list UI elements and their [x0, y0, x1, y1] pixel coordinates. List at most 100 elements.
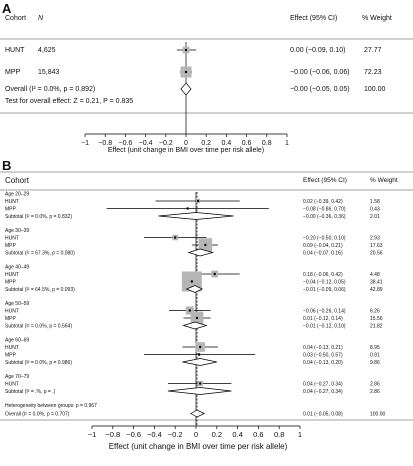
point-estimate — [198, 382, 202, 385]
x-tick-label: −0.8 — [98, 140, 112, 147]
sample-size: 15,843 — [38, 69, 60, 76]
effect-ci-text: −0.20 (−0.50, 0.10) — [303, 236, 346, 242]
point-estimate — [190, 280, 194, 283]
x-tick-label: 0.2 — [212, 430, 222, 439]
weight-text: 0.43 — [370, 207, 380, 213]
x-tick-label: 0.4 — [222, 140, 232, 147]
x-tick-label: −1 — [81, 140, 89, 147]
effect-ci-text: −0.00 (−0.05, 0.05) — [290, 86, 350, 93]
group-label: Age 60–69 — [5, 338, 29, 344]
x-tick-label: −0.8 — [105, 430, 120, 439]
group-label: Age 40–49 — [5, 265, 29, 271]
weight-text: 1.58 — [370, 199, 380, 205]
x-tick-label: −0.2 — [168, 430, 183, 439]
weight-text: 21.82 — [370, 324, 383, 330]
overall-diamond — [190, 409, 206, 418]
panel-b-header-cohort: Cohort — [5, 176, 30, 185]
note-text: Test for overall effect: Z = 0.21, P = 0… — [5, 98, 133, 105]
group-label: Age 50–59 — [5, 301, 29, 307]
weight-text: 2.86 — [370, 389, 380, 395]
overall-label: Overall (I² = 0.0%, p = 0.707) — [5, 412, 70, 418]
x-tick-label: −0.2 — [159, 140, 173, 147]
study-label: MPP — [5, 316, 17, 322]
point-estimate — [188, 309, 191, 312]
x-tick-label: −0.6 — [118, 140, 132, 147]
subtotal-label: Subtotal (I² = 64.5%, p = 0.093) — [5, 287, 75, 293]
x-tick-label: 0.4 — [232, 430, 242, 439]
point-estimate — [196, 199, 200, 203]
point-estimate — [204, 243, 207, 247]
x-tick-label: 1 — [298, 430, 302, 439]
effect-ci-text: −0.08 (−0.86, 0.70) — [303, 207, 346, 213]
weight-text: 2.86 — [370, 382, 380, 388]
x-tick-label: 1 — [285, 140, 289, 147]
panel-b-header-effect: Effect (95% CI) — [303, 177, 347, 184]
weight-text: 72.23 — [364, 69, 382, 76]
study-label: MPP — [5, 207, 17, 213]
effect-ci-text: 0.18 (−0.06, 0.42) — [303, 272, 343, 278]
subtotal-label: Subtotal (I² = 0.0%, p = 0.986) — [5, 360, 72, 366]
panel-a-header-cohort: Cohort — [5, 15, 26, 22]
point-estimate — [184, 70, 188, 74]
panel-a-xlabel: Effect (unit change in BMI over time per… — [108, 147, 264, 154]
effect-ci-text: 0.00 (−0.09, 0.10) — [290, 47, 345, 54]
group-label: Age 30–39 — [5, 228, 29, 234]
x-tick-label: −0.6 — [126, 430, 141, 439]
subtotal-diamond — [158, 212, 234, 220]
subtotal-label: Subtotal (I² = 0.0%, p = 0.832) — [5, 214, 72, 220]
study-label: HUNT — [5, 345, 19, 351]
point-estimate — [186, 207, 189, 210]
overall-label: Overall (I² = 0.0%, p = 0.892) — [5, 86, 95, 93]
weight-text: 27.77 — [364, 47, 382, 54]
panel-b-label: B — [2, 158, 11, 173]
panel-a-header-effect: Effect (95% CI) — [290, 15, 337, 22]
study-label: HUNT — [5, 382, 19, 388]
study-label: HUNT — [5, 309, 19, 315]
note-text: Heterogeneity between groups: p = 0.967 — [5, 403, 97, 409]
x-tick-label: −1 — [88, 430, 97, 439]
point-estimate — [195, 316, 199, 320]
panel-b-xlabel: Effect (unit change in BMI over time per… — [109, 442, 288, 451]
effect-ci-text: 0.09 (−0.04, 0.21) — [303, 243, 343, 249]
overall-diamond — [180, 82, 192, 96]
point-estimate — [184, 48, 188, 52]
effect-ci-text: 0.01 (−0.12, 0.14) — [303, 316, 343, 322]
x-tick-label: 0 — [194, 430, 198, 439]
weight-text: 2.01 — [370, 214, 380, 220]
x-tick-label: 0.6 — [242, 140, 252, 147]
effect-ci-text: 0.04 (−0.13, 0.20) — [303, 360, 343, 366]
subtotal-diamond — [167, 387, 232, 395]
effect-ci-text: 0.04 (−0.27, 0.34) — [303, 389, 343, 395]
weight-text: 9.86 — [370, 360, 380, 366]
study-label: MPP — [5, 243, 17, 249]
x-tick-label: 0.6 — [253, 430, 263, 439]
panel-a-header-n: N — [38, 15, 44, 22]
study-label: HUNT — [5, 236, 19, 242]
x-tick-label: −0.4 — [147, 430, 162, 439]
effect-ci-text: 0.04 (−0.07, 0.16) — [303, 251, 343, 257]
weight-text: 4.48 — [370, 272, 380, 278]
weight-text: 100.00 — [364, 86, 386, 93]
effect-ci-text: −0.00 (−0.36, 0.36) — [303, 214, 346, 220]
panel-a-header-weight: % Weight — [362, 15, 392, 22]
weight-text: 20.56 — [370, 251, 383, 257]
subtotal-diamond — [187, 248, 214, 257]
weight-text: 6.26 — [370, 309, 380, 315]
effect-ci-text: −0.00 (−0.06, 0.06) — [290, 69, 350, 76]
subtotal-diamond — [182, 321, 208, 330]
panel-a-label: A — [2, 1, 12, 16]
sample-size: 4,625 — [38, 47, 56, 54]
effect-ci-text: 0.04 (−0.13, 0.21) — [303, 345, 343, 351]
weight-text: 0.91 — [370, 353, 380, 359]
study-label: HUNT — [5, 199, 19, 205]
effect-ci-text: −0.01 (−0.09, 0.06) — [303, 287, 346, 293]
point-estimate — [174, 236, 177, 239]
effect-ci-text: −0.06 (−0.26, 0.14) — [303, 309, 346, 315]
study-label: MPP — [5, 353, 17, 359]
study-label: HUNT — [5, 272, 19, 278]
subtotal-label: Subtotal (I² = 0.0%, p = 0.564) — [5, 324, 72, 330]
x-tick-label: 0.8 — [262, 140, 272, 147]
weight-text: 17.63 — [370, 243, 383, 249]
